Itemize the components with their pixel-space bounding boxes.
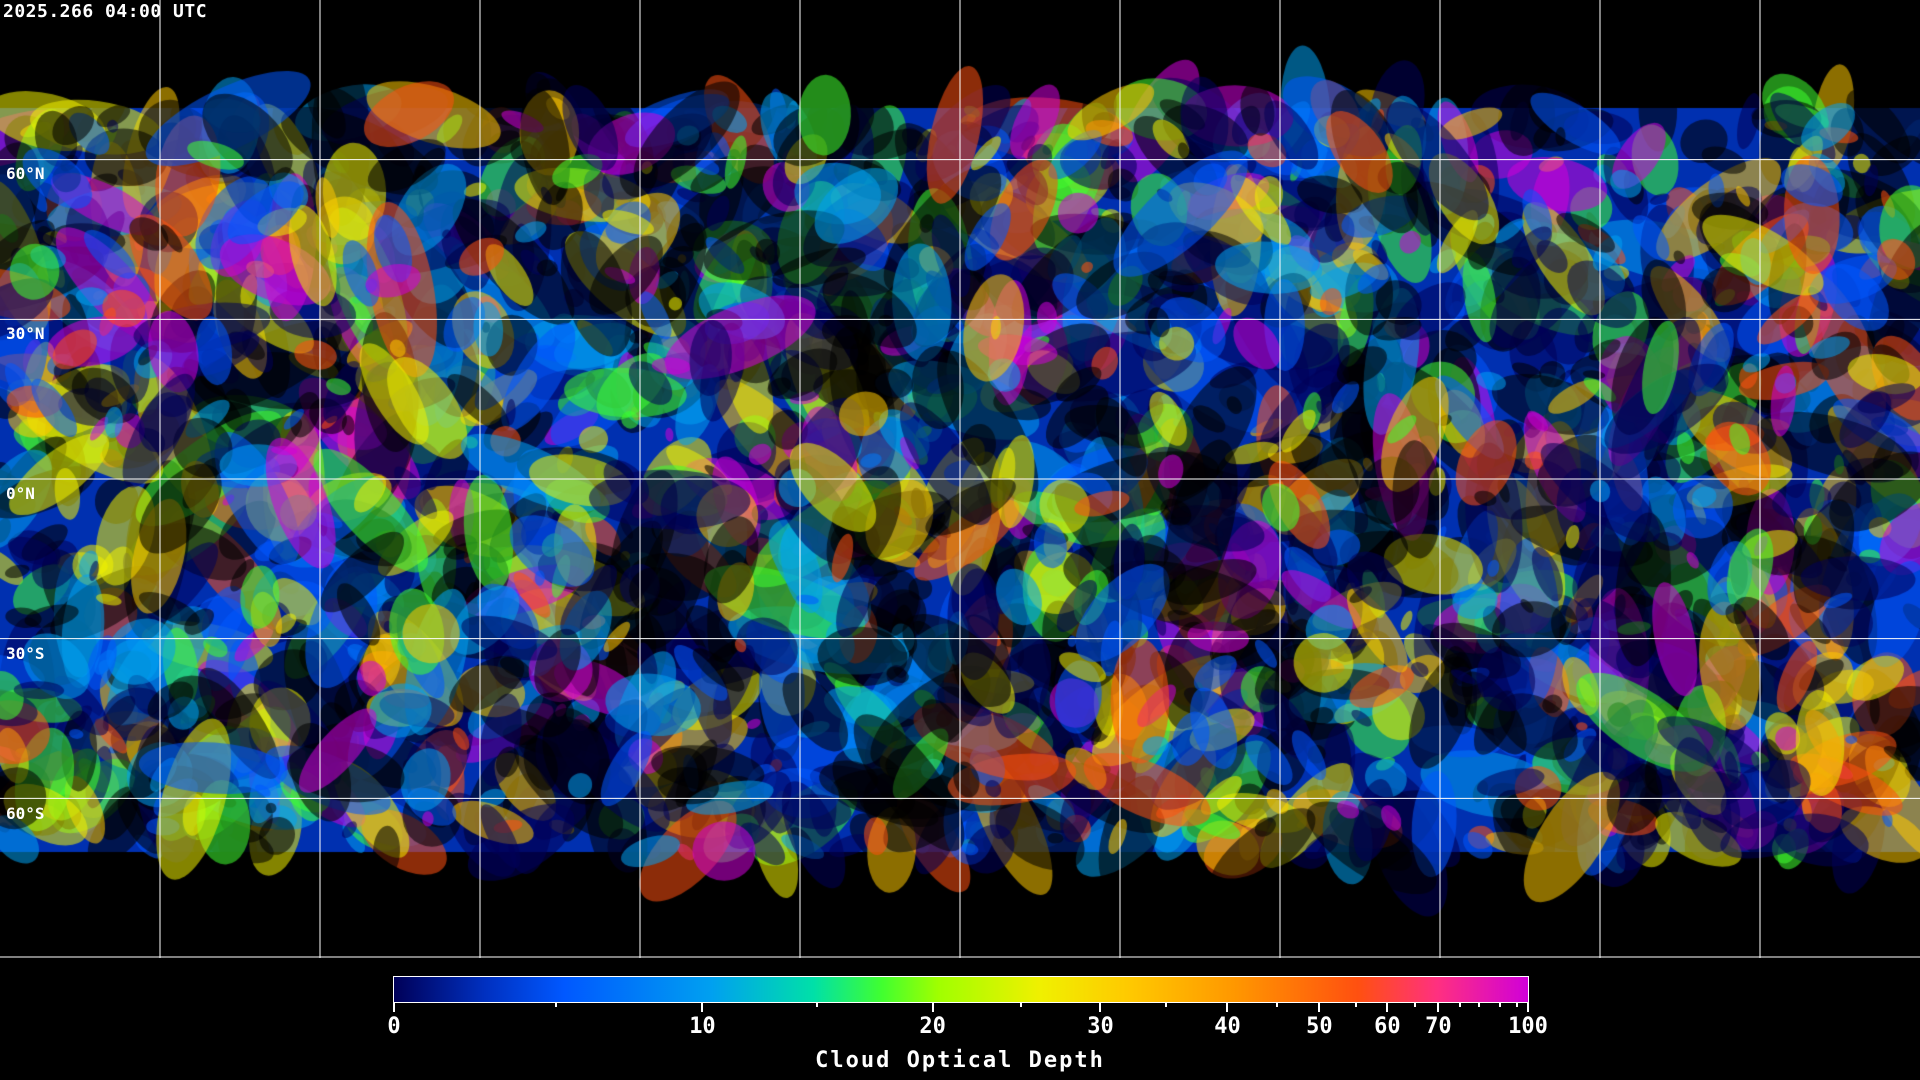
colorbar-major-tick — [1437, 1002, 1440, 1012]
lat-label-60s: 60°S — [6, 804, 45, 823]
colorbar-minor-tick — [1020, 1002, 1023, 1007]
colorbar-major-tick — [1226, 1002, 1229, 1012]
colorbar-major-tick — [1099, 1002, 1102, 1012]
colorbar-major-tick — [1527, 1002, 1529, 1012]
lat-label-0n: 0°N — [6, 484, 35, 503]
colorbar-tick-label: 40 — [1214, 1014, 1241, 1039]
colorbar-tick-label: 70 — [1425, 1014, 1452, 1039]
colorbar-major-tick — [393, 1002, 395, 1012]
colorbar-major-tick — [1318, 1002, 1321, 1012]
colorbar-minor-tick — [1478, 1002, 1481, 1007]
timestamp-title: 2025.266 04:00 UTC — [3, 1, 208, 22]
colorbar-minor-tick — [1458, 1002, 1461, 1007]
colorbar-minor-tick — [1354, 1002, 1357, 1007]
colorbar-minor-tick — [1413, 1002, 1416, 1007]
colorbar-major-tick — [701, 1002, 704, 1012]
lat-label-60n: 60°N — [6, 164, 45, 183]
colorbar-tick-label: 60 — [1374, 1014, 1401, 1039]
colorbar-tick-label: 0 — [387, 1014, 401, 1039]
colorbar-minor-tick — [1165, 1002, 1168, 1007]
graticule — [0, 0, 1920, 958]
colorbar-tick-label: 30 — [1087, 1014, 1114, 1039]
colorbar-label: Cloud Optical Depth — [815, 1048, 1105, 1073]
colorbar-tick-label: 10 — [689, 1014, 716, 1039]
colorbar-tick-label: 100 — [1508, 1014, 1548, 1039]
colorbar-minor-tick — [1515, 1002, 1518, 1007]
colorbar-minor-tick — [1498, 1002, 1501, 1007]
colorbar-major-tick — [1386, 1002, 1389, 1012]
colorbar-minor-tick — [555, 1002, 558, 1007]
colorbar-minor-tick — [815, 1002, 818, 1007]
cloud-optical-depth-map: 2025.266 04:00 UTC 60°N 30°N 0°N 30°S 60… — [0, 0, 1920, 958]
lat-label-30n: 30°N — [6, 324, 45, 343]
colorbar-tick-label: 20 — [919, 1014, 946, 1039]
colorbar-tick-label: 50 — [1306, 1014, 1333, 1039]
colorbar-minor-tick — [1276, 1002, 1279, 1007]
colorbar-major-tick — [931, 1002, 934, 1012]
colorbar — [393, 976, 1529, 1003]
lat-label-30s: 30°S — [6, 644, 45, 663]
